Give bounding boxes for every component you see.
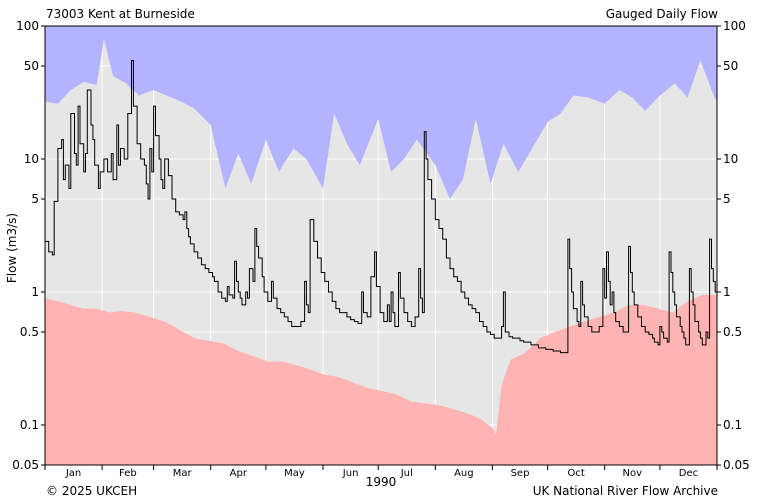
y-tick-label-left: 1 xyxy=(31,285,39,299)
y-tick-label-left: 50 xyxy=(24,59,39,73)
x-tick-label: May xyxy=(284,468,305,479)
y-tick-label-right: 0.1 xyxy=(723,418,742,432)
x-tick-label: Jun xyxy=(342,468,359,479)
x-tick-label: Sep xyxy=(511,468,530,479)
y-tick-label-right: 5 xyxy=(723,192,731,206)
y-tick-label-left: 10 xyxy=(24,152,39,166)
historic-max-band xyxy=(45,26,717,199)
archive-name: UK National River Flow Archive xyxy=(532,484,718,498)
station-title: 73003 Kent at Burneside xyxy=(46,7,195,21)
y-tick-label-right: 50 xyxy=(723,59,738,73)
x-tick-label: Oct xyxy=(568,468,585,479)
x-tick-label: Apr xyxy=(230,468,248,479)
y-tick-label-left: 0.5 xyxy=(20,325,39,339)
x-tick-label: Feb xyxy=(119,468,137,479)
y-tick-label-left: 5 xyxy=(31,192,39,206)
y-tick-label-left: 0.1 xyxy=(20,418,39,432)
y-tick-label-right: 100 xyxy=(723,19,746,33)
y-tick-label-left: 100 xyxy=(16,19,39,33)
y-tick-label-right: 1 xyxy=(723,285,731,299)
y-axis-label: Flow (m3/s) xyxy=(5,213,19,283)
year-label: 1990 xyxy=(366,475,397,489)
x-tick-label: Aug xyxy=(454,468,474,479)
x-tick-label: Jul xyxy=(400,468,413,479)
historic-min-band xyxy=(45,294,717,465)
axes: 0.05 0.05 0.1 0.1 0.5 0.5 1 1 5 5 10 10 50 50 100 100 Ja… xyxy=(12,19,749,479)
copyright-text: © 2025 UKCEH xyxy=(46,484,138,498)
x-tick-label: Nov xyxy=(623,468,643,479)
x-tick-label: Jan xyxy=(65,468,81,479)
chart-subtitle: Gauged Daily Flow xyxy=(605,7,718,21)
x-tick-label: Mar xyxy=(173,468,193,479)
daily-flow-line xyxy=(45,60,717,354)
y-tick-label-left: 0.05 xyxy=(12,458,39,472)
y-tick-label-right: 0.5 xyxy=(723,325,742,339)
plot-frame xyxy=(44,25,718,466)
y-tick-label-right: 0.05 xyxy=(723,458,750,472)
x-tick-label: Dec xyxy=(679,468,698,479)
y-tick-label-right: 10 xyxy=(723,152,738,166)
